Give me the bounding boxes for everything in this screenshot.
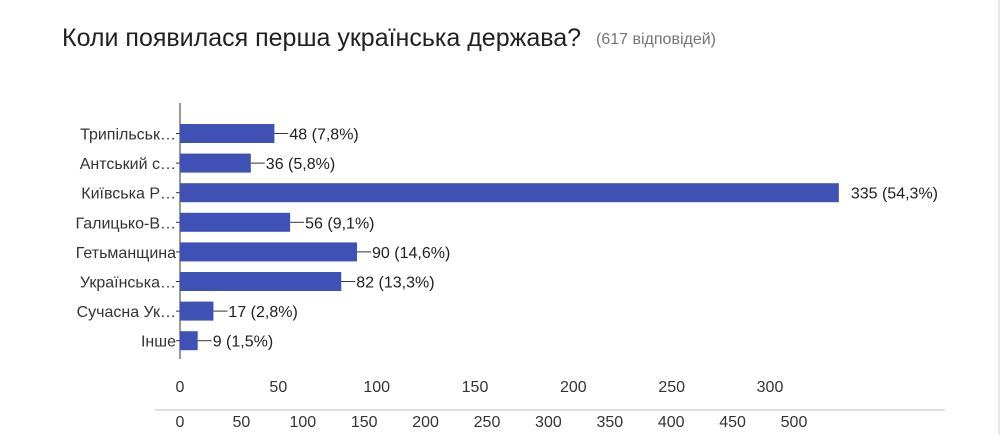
question-text: Коли появилася перша українська держава? xyxy=(62,24,582,52)
overlap-tick-label: 100 xyxy=(289,414,316,431)
data-label: 335 (54,3%) xyxy=(851,186,938,203)
category-label: Галицько-В… xyxy=(75,215,176,232)
category-label: Українська… xyxy=(80,275,176,292)
response-count: (617 відповідей) xyxy=(596,31,716,48)
overlap-tick-label: 200 xyxy=(412,414,439,431)
overlap-tick-label: 350 xyxy=(596,414,623,431)
data-label: 82 (13,3%) xyxy=(356,275,434,292)
bar xyxy=(180,331,198,351)
category-label: Трипільськ… xyxy=(80,127,176,144)
overlap-tick-label: 300 xyxy=(535,414,562,431)
data-label: 56 (9,1%) xyxy=(305,215,374,232)
overlap-tick-label: 50 xyxy=(233,414,251,431)
bar xyxy=(180,242,357,262)
data-label: 90 (14,6%) xyxy=(372,245,450,262)
bar xyxy=(180,272,342,291)
x-tick-label: 50 xyxy=(269,379,287,396)
x-tick-label: 300 xyxy=(757,379,784,396)
x-tick-label: 200 xyxy=(560,379,587,396)
bar xyxy=(180,153,251,173)
bar xyxy=(180,124,275,143)
category-label: Гетьманщина xyxy=(76,245,176,262)
x-tick-label: 100 xyxy=(363,379,390,396)
overlap-tick-label: 400 xyxy=(658,414,685,431)
scroll-edge xyxy=(998,0,1000,435)
question-title: Коли появилася перша українська держава?… xyxy=(62,24,716,53)
bar xyxy=(180,183,839,203)
data-label: 48 (7,8%) xyxy=(289,127,358,144)
category-label: Київська Р… xyxy=(81,186,176,203)
data-label: 36 (5,8%) xyxy=(266,156,335,173)
category-label: Інше xyxy=(141,334,176,351)
category-label: Антський с… xyxy=(80,156,176,173)
bar xyxy=(180,212,291,232)
overlap-tick-label: 450 xyxy=(719,414,746,431)
overlap-tick-label: 250 xyxy=(474,414,501,431)
category-label: Сучасна Ук… xyxy=(77,304,176,321)
x-tick-label: 0 xyxy=(176,379,185,396)
x-tick-label: 250 xyxy=(658,379,685,396)
overlap-tick-label: 0 xyxy=(176,414,185,431)
data-label: 9 (1,5%) xyxy=(213,334,273,351)
bar xyxy=(180,301,214,321)
data-label: 17 (2,8%) xyxy=(228,304,297,321)
x-tick-label: 150 xyxy=(462,379,489,396)
overlap-tick-label: 150 xyxy=(351,414,378,431)
overlap-tick-label: 500 xyxy=(781,414,808,431)
